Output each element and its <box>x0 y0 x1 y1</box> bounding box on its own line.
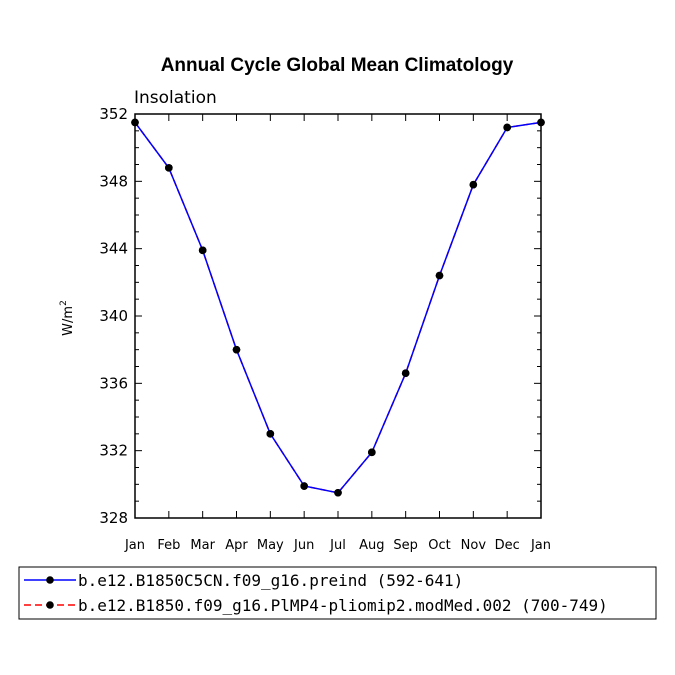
legend-marker <box>46 601 54 609</box>
y-axis-label-superscript: 2 <box>59 300 69 306</box>
data-point <box>300 482 308 490</box>
data-point <box>232 345 241 354</box>
x-tick-label: Mar <box>190 538 215 553</box>
legend-label: b.e12.B1850C5CN.f09_g16.preind (592-641) <box>78 571 463 590</box>
y-tick-label: 328 <box>99 509 128 527</box>
y-tick-label: 344 <box>99 240 128 258</box>
x-tick-label: Oct <box>428 538 450 553</box>
y-tick-label: 336 <box>99 374 128 392</box>
data-point <box>131 118 139 127</box>
x-tick-label: May <box>257 538 284 553</box>
x-tick-label: Nov <box>461 538 487 553</box>
legend-marker <box>46 576 54 584</box>
x-tick-label: Jan <box>530 538 551 553</box>
data-point <box>469 180 478 189</box>
chart-subtitle: Insolation <box>134 88 217 108</box>
x-tick-label: Apr <box>225 538 248 553</box>
data-point <box>503 123 511 132</box>
series-layer <box>131 118 545 497</box>
data-point <box>334 488 342 497</box>
y-tick-label: 348 <box>99 172 128 190</box>
data-point <box>401 369 410 378</box>
data-point <box>165 164 173 172</box>
data-point <box>266 430 275 438</box>
data-point <box>368 448 376 457</box>
y-tick-label: 332 <box>99 442 128 460</box>
x-tick-label: Aug <box>359 538 384 553</box>
x-tick-label: Feb <box>157 538 180 553</box>
chart-title: Annual Cycle Global Mean Climatology <box>161 55 514 76</box>
y-axis-label: W/m2 <box>59 300 76 336</box>
data-point <box>537 118 545 127</box>
legend: b.e12.B1850C5CN.f09_g16.preind (592-641)… <box>18 566 657 620</box>
x-tick-label: Sep <box>393 538 418 553</box>
legend-label: b.e12.B1850.f09_g16.PlMP4-pliomip2.modMe… <box>78 596 608 615</box>
x-tick-label: Jul <box>329 538 346 553</box>
x-tick-label: Dec <box>495 538 520 553</box>
data-point <box>435 271 444 280</box>
axes-layer: 328 332 336 340 344 348 352 Jan Feb Mar Apr May Jun J… <box>99 105 551 553</box>
legend-box <box>18 566 657 620</box>
y-tick-label: 340 <box>99 307 128 325</box>
x-tick-label: Jun <box>293 538 314 553</box>
data-point <box>198 246 207 255</box>
y-tick-label: 352 <box>99 105 128 123</box>
y-axis-label-unit: W/m <box>61 306 76 336</box>
x-tick-label: Jan <box>124 538 145 553</box>
